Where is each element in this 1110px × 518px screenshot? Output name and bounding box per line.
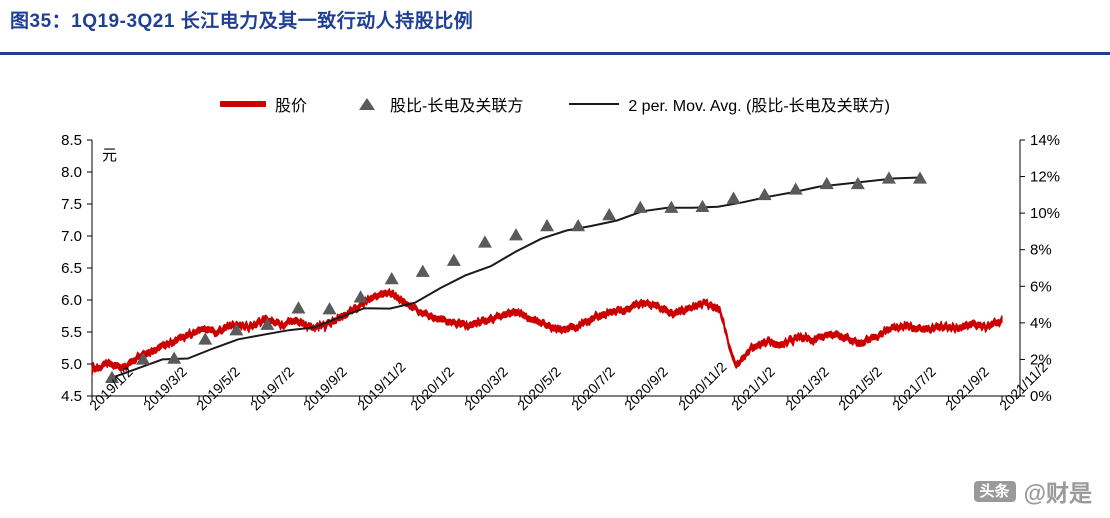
watermark: 头条 @财是: [973, 474, 1092, 508]
y-axis-left-tick: 7.5: [61, 196, 82, 213]
holding-marker-triangle: [881, 171, 896, 184]
holding-marker-triangle: [167, 351, 182, 364]
holding-marker-triangle: [136, 352, 151, 365]
price-series-path: [91, 288, 1003, 377]
holding-marker-triangle: [198, 332, 213, 345]
holding-marker-triangle: [291, 301, 306, 314]
chart-plot-area: 4.5 5.0 5.5 6.0 6.5 7.0 7.5 8.0 8.5 元 0% 2% 4% 6% 8% 10…: [0, 128, 1110, 428]
y-axis-right-tick: 2%: [1030, 351, 1052, 368]
chart-title-bar: 图35：1Q19-3Q21 长江电力及其一致行动人持股比例: [0, 6, 1110, 33]
holding-marker-triangle: [322, 302, 337, 315]
holding-marker-triangle: [695, 199, 710, 212]
legend-item-movavg: 2 per. Mov. Avg. (股比-长电及关联方): [569, 92, 890, 116]
holding-marker-triangle: [477, 235, 492, 248]
y-axis-left-tick: 8.5: [61, 132, 82, 149]
holding-marker-triangle: [260, 317, 275, 330]
y-axis-right-tick: 10%: [1030, 205, 1060, 222]
y-axis-right-tick: 14%: [1030, 132, 1060, 149]
chart-legend: 股价 股比-长电及关联方 2 per. Mov. Avg. (股比-长电及关联方…: [0, 92, 1110, 116]
y-axis-left-tick: 6.5: [61, 260, 82, 277]
watermark-text: @财是: [1023, 480, 1092, 506]
holding-marker-triangle: [540, 218, 555, 232]
holding-marker-triangle: [788, 182, 803, 195]
holding-marker-triangle: [415, 264, 430, 277]
holding-marker-triangle: [913, 171, 927, 184]
page-title: 图35：1Q19-3Q21 长江电力及其一致行动人持股比例: [10, 11, 474, 32]
legend-line-icon-black: [569, 103, 620, 105]
holding-marker-triangle: [353, 290, 368, 303]
holding-marker-triangle: [819, 176, 834, 190]
holding-marker-triangle: [633, 200, 648, 213]
chart-canvas: 4.5 5.0 5.5 6.0 6.5 7.0 7.5 8.0 8.5 元 0% 2% 4% 6% 8% 10…: [61, 132, 1060, 405]
legend-item-holding: 股比-长电及关联方: [353, 92, 523, 116]
legend-triangle-icon: [358, 98, 375, 110]
holding-marker-triangle: [446, 253, 461, 266]
holding-marker-triangle: [229, 323, 244, 336]
legend-label-holding: 股比-长电及关联方: [389, 98, 524, 115]
y-axis-right-tick: 4%: [1030, 315, 1052, 332]
y-axis-left-tick: 5.0: [61, 356, 82, 373]
holding-marker-triangle: [757, 187, 772, 201]
y-axis-right-tick: 12%: [1030, 169, 1060, 186]
legend-label-movavg: 2 per. Mov. Avg. (股比-长电及关联方): [628, 98, 891, 115]
watermark-badge: 头条: [973, 480, 1016, 502]
legend-item-price: 股价: [219, 92, 307, 116]
holding-marker-triangle: [105, 370, 119, 383]
holding-marker-triangle: [664, 200, 679, 213]
y-axis-unit-label: 元: [102, 147, 117, 164]
title-divider: [0, 52, 1110, 55]
movavg-series-path: [111, 176, 921, 379]
holding-marker-triangle: [509, 228, 523, 241]
holding-marker-triangle: [571, 218, 586, 232]
x-axis-labels: 2019/1/2 2019/3/2 2019/5/2 2019/7/2 2019/9/2…: [0, 359, 1110, 510]
holding-marker-triangle: [602, 207, 617, 221]
legend-label-price: 股价: [274, 98, 307, 115]
y-axis-left-tick: 5.5: [61, 324, 82, 341]
holding-marker-triangle: [850, 176, 865, 190]
y-axis-left-tick: 6.0: [61, 292, 82, 309]
y-axis-right-tick: 6%: [1030, 278, 1052, 295]
y-axis-left-tick: 8.0: [61, 164, 82, 181]
y-axis-right-tick: 8%: [1030, 242, 1052, 259]
holding-marker-triangle: [726, 191, 741, 204]
legend-line-icon-red: [219, 101, 266, 107]
holding-marker-triangle: [384, 271, 399, 285]
y-axis-right-tick: 0%: [1030, 388, 1052, 405]
y-axis-left-tick: 4.5: [61, 388, 82, 405]
y-axis-left-tick: 7.0: [61, 228, 82, 245]
